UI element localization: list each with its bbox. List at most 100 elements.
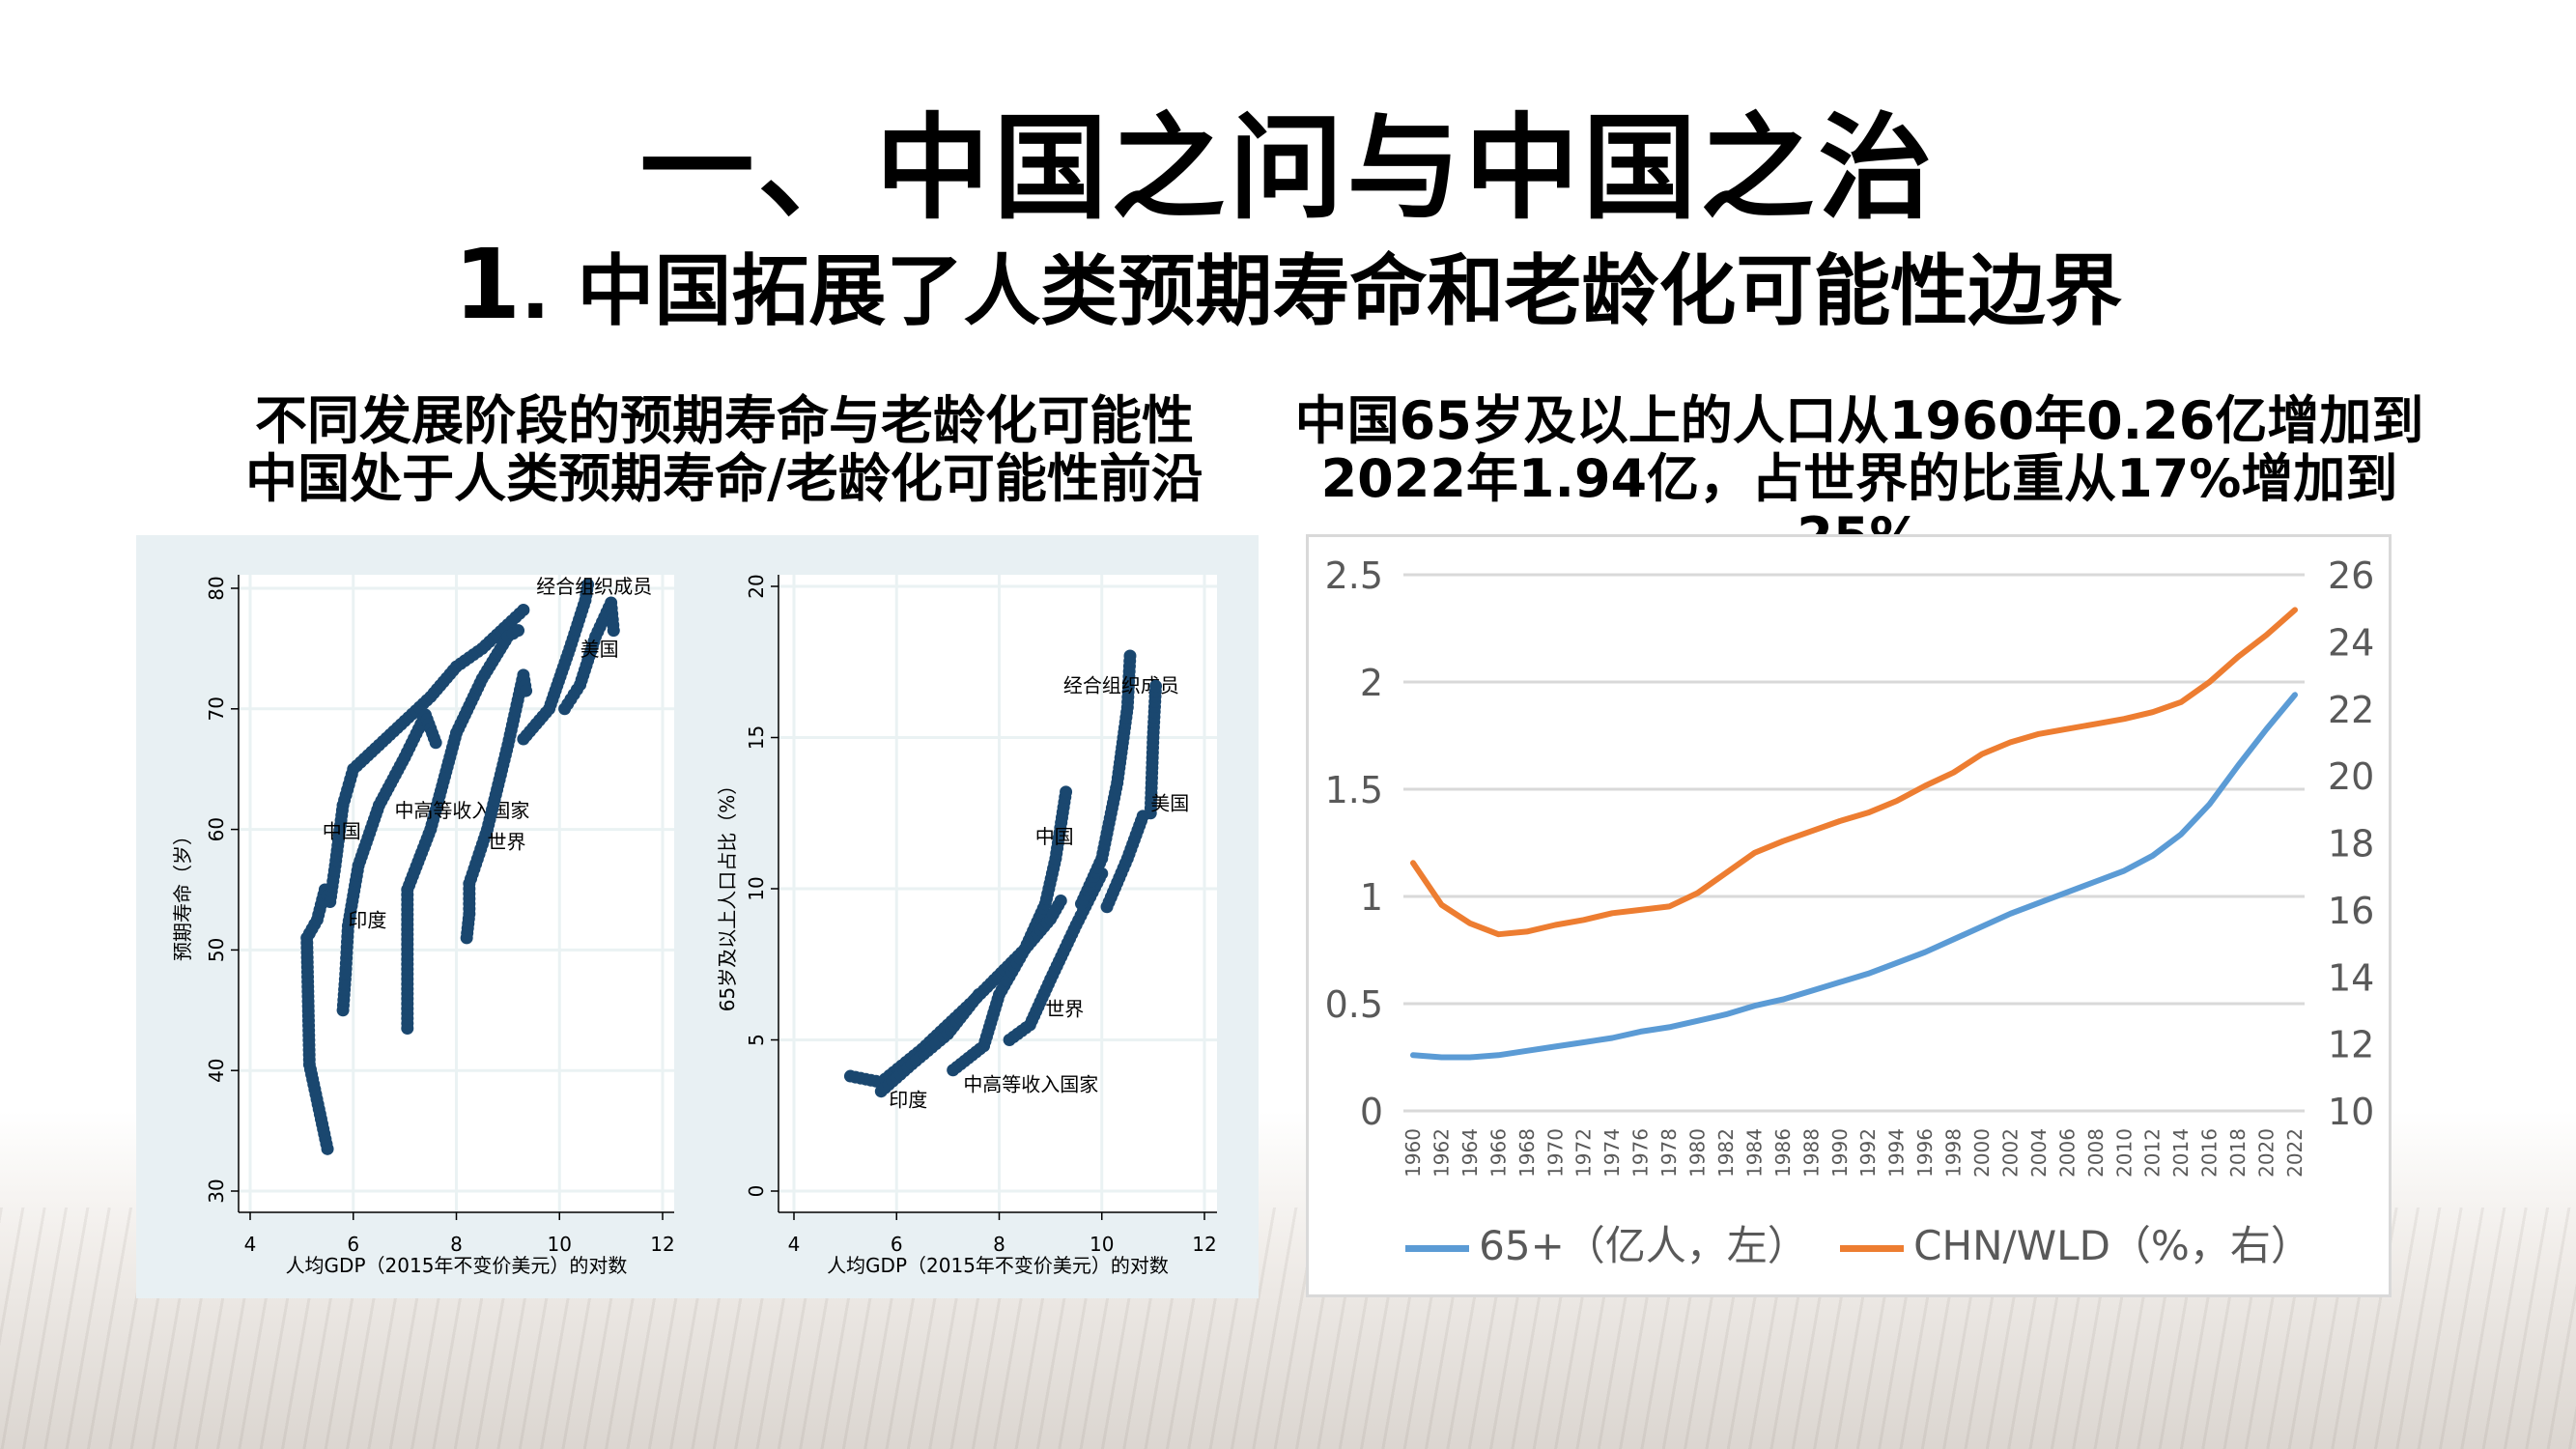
right-heading-line-1: 中国65岁及以上的人口从1960年0.26亿增加到 [1294,390,2424,451]
x-tick-label: 6 [347,1233,359,1256]
y-tick-label: 10 [745,876,768,900]
year-label: 1998 [1942,1128,1966,1178]
right-axis-label: 10 [2328,1091,2374,1133]
right-axis-label: 14 [2328,956,2374,999]
legend-swatch-65plus [1405,1245,1470,1252]
scatter-point [520,684,533,697]
y-tick-label: 20 [745,574,768,598]
series-line-65plus [1410,692,2298,1061]
year-label: 1978 [1657,1128,1681,1178]
y-tick-label: 5 [745,1034,768,1046]
x-tick-label: 12 [1192,1233,1216,1256]
series-label: 中高等收入国家 [963,1073,1098,1096]
y-tick-label: 60 [205,817,228,841]
year-label: 2000 [1970,1128,1994,1178]
right-axis-label: 20 [2328,755,2374,798]
y-axis-title: 65岁及以上人口占比（%） [716,776,739,1011]
series-label: 印度 [348,909,386,932]
x-tick-label: 10 [548,1233,572,1256]
x-tick-label: 4 [244,1233,257,1256]
left-axis-label: 0.5 [1325,983,1383,1026]
y-tick-label: 30 [205,1179,228,1203]
year-label: 1970 [1543,1128,1567,1178]
year-label: 2004 [2027,1128,2051,1178]
left-axis-label: 0 [1360,1091,1383,1133]
series-label: 中国 [1035,825,1074,848]
year-label: 1988 [1799,1128,1823,1178]
series-line-chn-wld [1410,607,2298,938]
scatter-point [607,624,620,638]
year-label: 2002 [1998,1128,2022,1178]
legend-label-chn-wld: CHN/WLD（%，右） [1913,1222,2311,1269]
series-label: 美国 [1150,792,1189,815]
right-axis-label: 12 [2328,1024,2374,1066]
x-tick-label: 10 [1090,1233,1114,1256]
right-axis-label: 18 [2328,823,2374,866]
scatter-point [517,603,530,616]
year-label: 1992 [1856,1128,1880,1178]
line-chart-legend: 65+（亿人，左） CHN/WLD（%，右） [1306,1213,2392,1272]
year-label: 2008 [2084,1128,2108,1178]
series-label: 中国 [323,819,361,842]
scatter-point [1054,895,1067,908]
year-label: 2010 [2112,1128,2136,1178]
x-axis-title: 人均GDP（2015年不变价美元）的对数 [827,1254,1169,1277]
left-axis-label: 2 [1360,662,1383,704]
year-label: 2020 [2255,1128,2279,1178]
left-heading-line-2: 中国处于人类预期寿命/老龄化可能性前沿 [245,448,1203,509]
year-label: 1968 [1515,1128,1539,1178]
y-tick-label: 70 [205,696,228,721]
year-label: 1966 [1486,1128,1510,1178]
series-label: 世界 [1045,997,1084,1020]
year-label: 1972 [1572,1128,1596,1178]
year-label: 1982 [1714,1128,1738,1178]
subtitle-number: 1 [453,228,522,341]
series-label: 印度 [889,1088,927,1111]
scatter-point [581,578,595,591]
y-tick-label: 50 [205,938,228,962]
series-label: 世界 [488,831,526,854]
year-label: 1996 [1913,1128,1937,1178]
scatter-point [1149,679,1163,693]
right-axis-label: 22 [2328,689,2374,731]
subtitle-text: . 中国拓展了人类预期寿命和老龄化可能性边界 [521,246,2123,336]
series-label: 中高等收入国家 [394,799,529,822]
x-axis-title: 人均GDP（2015年不变价美元）的对数 [286,1254,628,1277]
year-label: 2012 [2141,1128,2165,1178]
scatter-point [512,624,525,638]
year-label: 1980 [1686,1128,1710,1178]
left-axis-label: 2.5 [1325,554,1383,597]
left-heading: 不同发展阶段的预期寿命与老龄化可能性 中国处于人类预期寿命/老龄化可能性前沿 [135,392,1314,508]
y-tick-label: 80 [205,576,228,600]
right-axis-label: 26 [2328,554,2374,597]
year-label: 1960 [1401,1128,1425,1178]
year-label: 1994 [1885,1128,1909,1178]
y-axis-title: 预期寿命（岁） [171,826,194,961]
right-axis-label: 16 [2328,890,2374,932]
scatter-point [1123,649,1137,663]
year-label: 2018 [2226,1128,2250,1178]
year-label: 1974 [1600,1128,1624,1178]
year-label: 2016 [2198,1128,2222,1178]
y-tick-label: 40 [205,1058,228,1082]
line-chart-panel [1306,534,2392,1297]
legend-label-65plus: 65+（亿人，左） [1479,1222,1808,1269]
y-tick-label: 15 [745,725,768,750]
left-heading-line-1: 不同发展阶段的预期寿命与老龄化可能性 [255,390,1194,451]
legend-swatch-chn-wld [1840,1245,1905,1252]
year-label: 2022 [2283,1128,2307,1178]
year-label: 1990 [1828,1128,1852,1178]
right-heading: 中国65岁及以上的人口从1960年0.26亿增加到 2022年1.94亿，占世界… [1285,392,2434,566]
series-label: 美国 [580,638,619,661]
x-tick-label: 8 [450,1233,463,1256]
x-tick-label: 12 [650,1233,674,1256]
x-tick-label: 8 [993,1233,1005,1256]
scatter-point [972,988,985,1002]
x-tick-label: 4 [788,1233,801,1256]
right-axis-label: 24 [2328,621,2374,664]
year-label: 1962 [1430,1128,1453,1178]
year-label: 2014 [2169,1128,2193,1178]
left-axis-label: 1.5 [1325,769,1383,811]
x-tick-label: 6 [891,1233,903,1256]
year-label: 2006 [2055,1128,2079,1178]
